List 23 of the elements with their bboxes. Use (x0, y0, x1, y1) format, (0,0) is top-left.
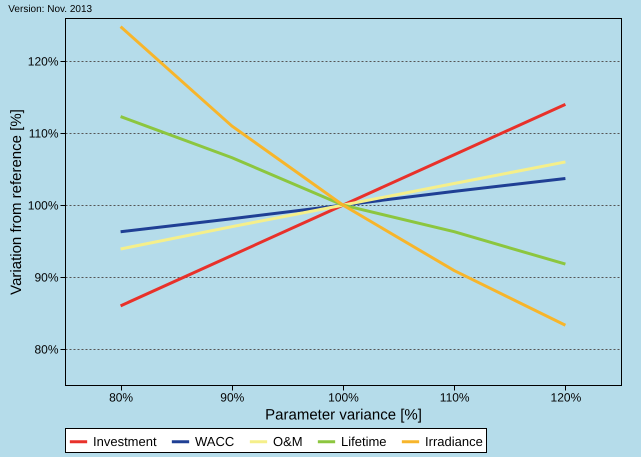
x-tick-label: 100% (328, 390, 360, 404)
y-tick-label: 120% (28, 54, 59, 69)
legend-label: WACC (195, 434, 234, 449)
line-series (119, 102, 567, 308)
text: Version: Nov. 2013 (8, 4, 92, 15)
line-series (119, 25, 567, 327)
x-tick-label: 80% (109, 390, 134, 404)
y-tick-label: 90% (34, 270, 59, 285)
x-tick-label: 120% (550, 390, 582, 404)
y-tick-label: 100% (28, 198, 59, 213)
x-tick-label: 90% (220, 390, 245, 404)
y-axis-title: Variation from reference [%] (8, 109, 25, 295)
line-series (119, 160, 567, 250)
line-series (119, 176, 567, 234)
y-tick-label: 110% (28, 126, 59, 141)
legend-label: Irradiance (425, 434, 483, 449)
x-tick-label: 110% (440, 390, 470, 404)
legend-label: Investment (93, 434, 157, 449)
legend-label: Lifetime (341, 434, 387, 449)
x-axis-title: Parameter variance [%] (265, 406, 422, 424)
line-series (119, 115, 567, 266)
y-tick-label: 80% (34, 342, 59, 357)
legend-label: O&M (273, 434, 303, 449)
